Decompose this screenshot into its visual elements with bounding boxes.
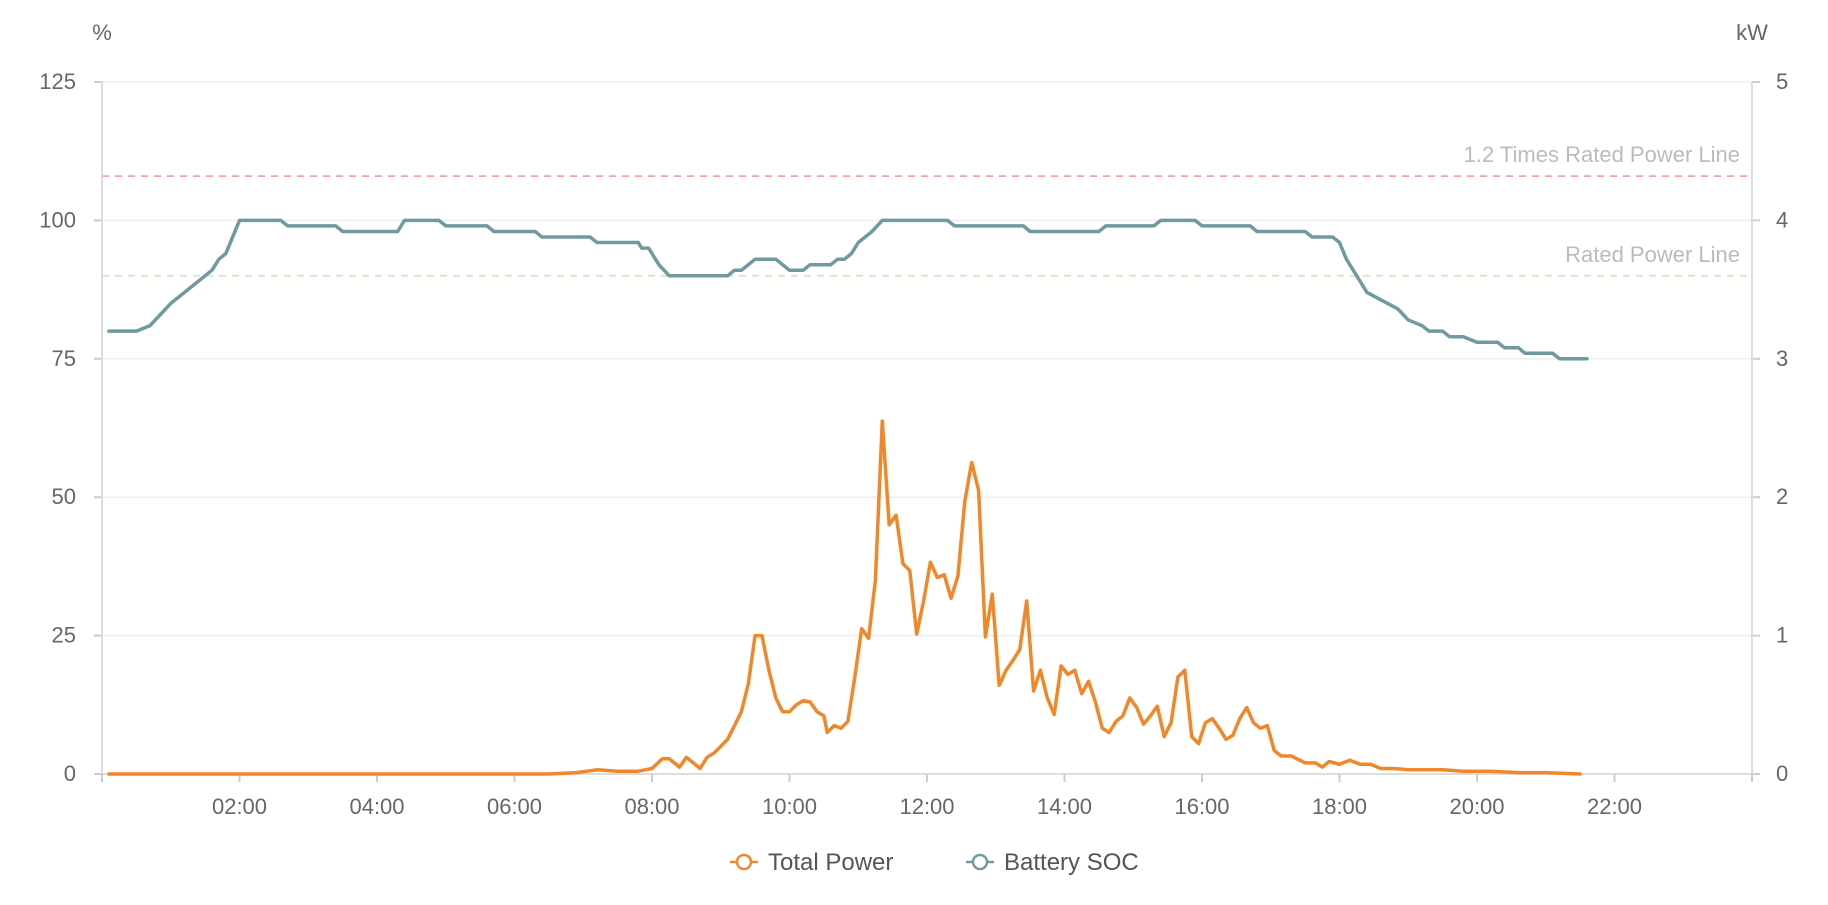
right-axis-tick-label: 0 (1776, 761, 1788, 786)
x-axis-tick-label: 02:00 (212, 794, 267, 819)
legend[interactable]: Total Power Battery SOC (730, 849, 1139, 876)
right-axis-tick-label: 3 (1776, 346, 1788, 371)
x-axis-tick-label: 20:00 (1449, 794, 1504, 819)
reference-lines: 1.2 Times Rated Power Line Rated Power Li… (102, 142, 1752, 277)
left-axis-tick-label: 25 (52, 623, 76, 648)
left-axis-tick-label: 0 (64, 761, 76, 786)
x-axis-tick-label: 22:00 (1587, 794, 1642, 819)
x-axis-tick-label: 08:00 (624, 794, 679, 819)
left-axis-tick-label: 50 (52, 484, 76, 509)
x-axis-tick-label: 04:00 (349, 794, 404, 819)
x-axis-tick-label: 14:00 (1037, 794, 1092, 819)
left-axis-tick-label: 125 (39, 69, 76, 94)
right-axis-unit: kW (1736, 20, 1768, 45)
series-line-battery-soc (107, 218, 1589, 361)
right-axis-tick-label: 5 (1776, 69, 1788, 94)
right-axis-tick-label: 4 (1776, 207, 1788, 232)
right-axis-tick-label: 1 (1776, 623, 1788, 648)
x-axis-tick-label: 16:00 (1174, 794, 1229, 819)
reference-line-label: Rated Power Line (1565, 242, 1740, 267)
axes: 0 25 50 75 100 125 0 1 2 3 4 5% kW 02:00 04:00 06:00 08:… (39, 20, 1788, 819)
left-axis-unit: % (92, 20, 112, 45)
right-axis-tick-label: 2 (1776, 484, 1788, 509)
reference-line-label: 1.2 Times Rated Power Line (1464, 142, 1740, 167)
left-axis-tick-label: 75 (52, 346, 76, 371)
legend-label: Total Power (768, 849, 893, 876)
grid-layer (102, 81, 1752, 637)
x-axis-tick-label: 18:00 (1312, 794, 1367, 819)
legend-label: Battery SOC (1004, 849, 1139, 876)
legend-item-total-power[interactable]: Total Power (730, 849, 893, 876)
legend-marker (735, 853, 753, 871)
x-axis-tick-label: 10:00 (762, 794, 817, 819)
x-axis-tick-label: 12:00 (899, 794, 954, 819)
legend-item-battery-soc[interactable]: Battery SOC (966, 849, 1139, 876)
series-line-total-power (107, 419, 1582, 776)
series-layer (107, 218, 1589, 776)
legend-marker (971, 853, 989, 871)
left-axis-tick-label: 100 (39, 207, 76, 232)
x-axis-tick-label: 06:00 (487, 794, 542, 819)
